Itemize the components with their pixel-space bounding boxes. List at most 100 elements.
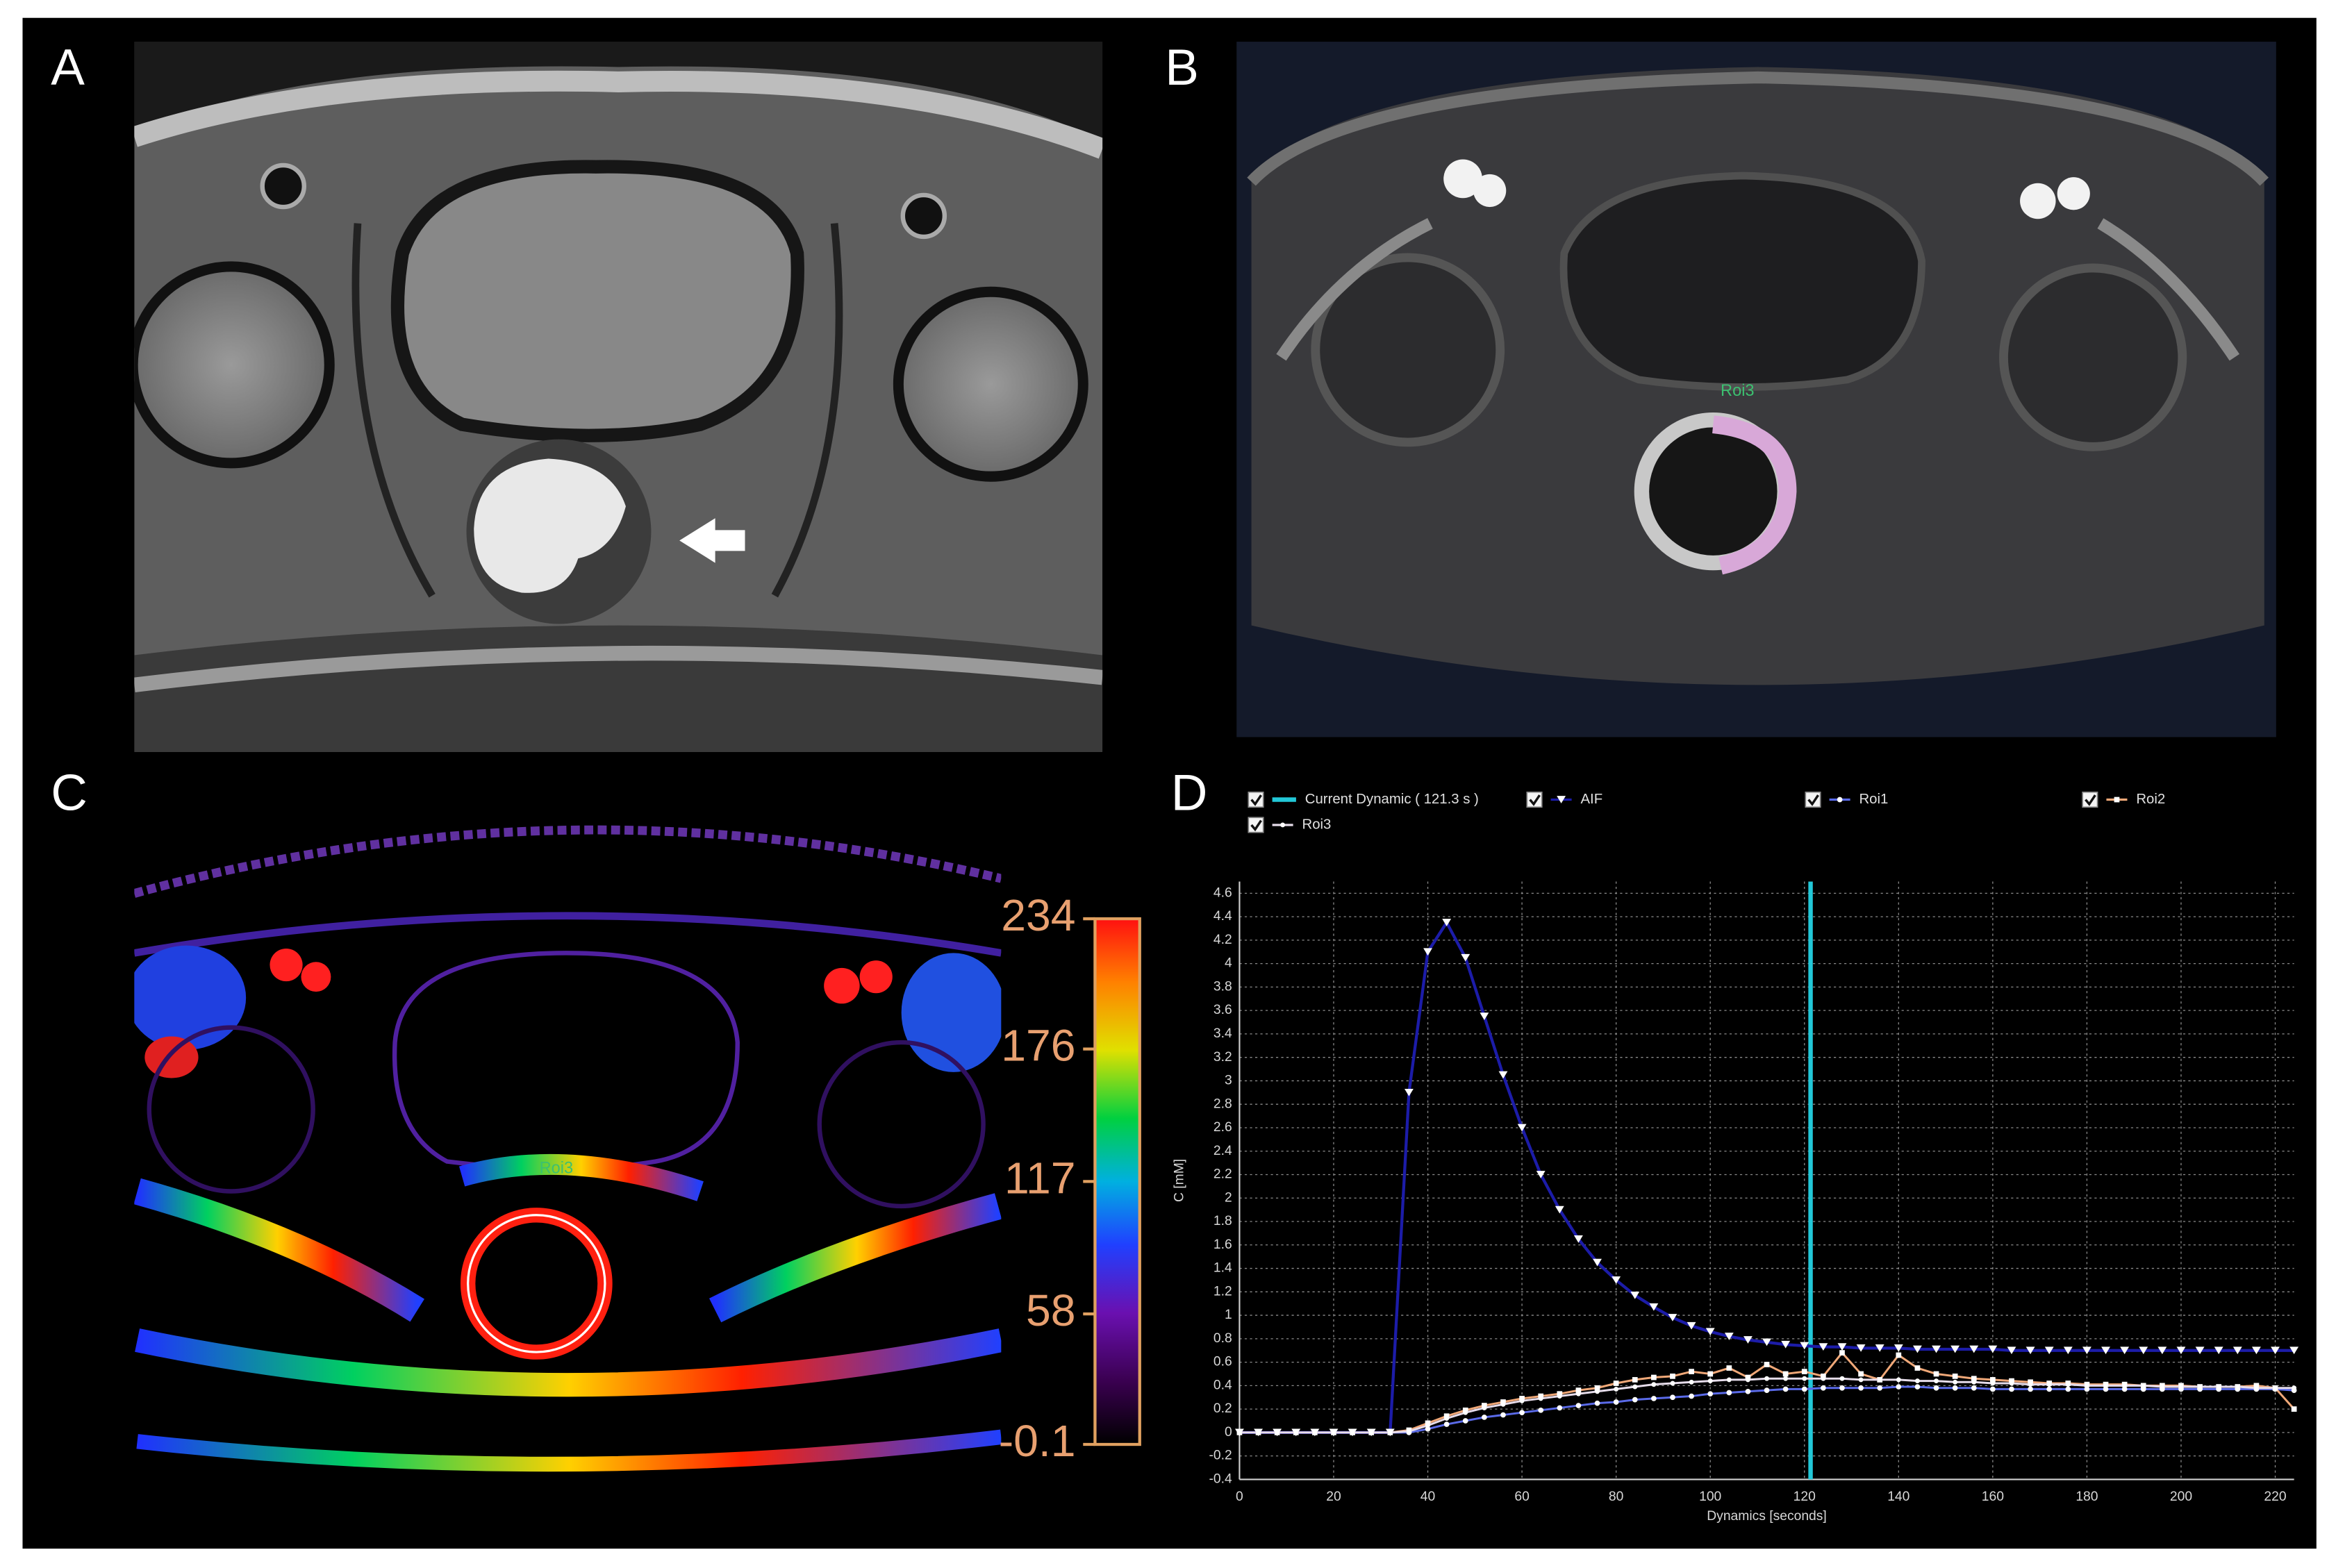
data-point: [2082, 1346, 2091, 1355]
y-tick-label: 1.4: [1213, 1261, 1232, 1276]
data-point: [1350, 1430, 1355, 1435]
data-point: [1953, 1379, 1958, 1385]
data-point: [1839, 1376, 1845, 1381]
data-point: [1614, 1386, 1619, 1392]
data-point: [1689, 1369, 1694, 1374]
data-point: [1651, 1382, 1657, 1387]
legend-label: Current Dynamic ( 121.3 s ): [1305, 792, 1479, 807]
y-tick-label: 0: [1225, 1425, 1232, 1440]
data-point: [1989, 1386, 1996, 1392]
data-point: [1425, 1423, 1430, 1428]
data-point: [1707, 1371, 1714, 1377]
data-point: [1914, 1384, 1921, 1390]
data-point: [1670, 1373, 1675, 1379]
data-point: [1443, 1421, 1450, 1427]
y-tick-label: 4.2: [1213, 933, 1232, 947]
y-tick-label: 3: [1225, 1074, 1232, 1088]
y-tick-label: -0.2: [1209, 1449, 1232, 1463]
y-tick-label: 2.4: [1213, 1144, 1232, 1158]
data-point: [1705, 1328, 1715, 1336]
colorbar-tick-label: -0.1: [999, 1416, 1076, 1466]
data-point: [2139, 1346, 2148, 1355]
data-point: [1745, 1377, 1750, 1383]
data-point: [2084, 1386, 2090, 1392]
data-point: [1500, 1412, 1506, 1418]
data-point: [2216, 1384, 2221, 1390]
data-point: [1952, 1385, 1958, 1391]
checkmark: [1250, 794, 1262, 806]
y-tick-label: 4.4: [1213, 909, 1232, 924]
data-point: [2233, 1346, 2242, 1355]
legend-marker: [1557, 796, 1566, 803]
data-point: [1612, 1276, 1621, 1284]
data-point: [1971, 1376, 1977, 1382]
data-point: [2122, 1383, 2128, 1388]
y-tick-label: 2.2: [1213, 1167, 1232, 1182]
data-point: [1858, 1371, 1864, 1377]
data-point: [1707, 1391, 1714, 1397]
data-point: [1689, 1379, 1694, 1385]
data-point: [1687, 1321, 1696, 1330]
data-point: [1575, 1387, 1582, 1393]
x-tick-label: 60: [1514, 1490, 1529, 1504]
data-point: [1555, 1206, 1564, 1214]
data-point: [1594, 1400, 1600, 1406]
y-tick-label: 3.4: [1213, 1026, 1232, 1041]
data-point: [1950, 1345, 1960, 1353]
data-point: [2065, 1386, 2071, 1392]
data-point: [2178, 1384, 2184, 1390]
data-point: [1632, 1377, 1638, 1383]
data-point: [1877, 1377, 1882, 1383]
data-point: [1912, 1345, 1922, 1353]
data-point: [1632, 1384, 1638, 1390]
data-point: [1819, 1343, 1828, 1351]
data-point: [1782, 1386, 1789, 1392]
data-point: [1557, 1394, 1562, 1399]
data-point: [1990, 1381, 1996, 1386]
x-tick-label: 180: [2076, 1490, 2098, 1504]
data-point: [1536, 1171, 1546, 1178]
data-point: [1877, 1385, 1883, 1391]
data-point: [1801, 1386, 1807, 1392]
data-point: [2197, 1384, 2203, 1390]
data-point: [1764, 1387, 1770, 1393]
data-point: [1839, 1350, 1845, 1356]
data-point: [2063, 1346, 2073, 1355]
checkmark: [2085, 794, 2096, 806]
checkmark: [1529, 794, 1541, 806]
data-point: [1482, 1415, 1487, 1420]
x-axis-label: Dynamics [seconds]: [1707, 1509, 1827, 1524]
data-point: [1461, 953, 1471, 962]
data-point: [1934, 1378, 1939, 1384]
data-point: [1387, 1430, 1393, 1435]
data-point: [1275, 1430, 1280, 1435]
data-point: [1594, 1385, 1600, 1391]
data-point: [1969, 1345, 1979, 1353]
data-point: [2103, 1383, 2108, 1388]
data-point: [1800, 1342, 1809, 1350]
data-point: [1482, 1406, 1487, 1410]
data-point: [1444, 1416, 1450, 1421]
data-point: [1764, 1362, 1770, 1367]
data-point: [1236, 1430, 1242, 1435]
data-point: [1557, 1405, 1563, 1411]
data-point: [1726, 1377, 1732, 1383]
data-point: [2007, 1346, 2016, 1355]
data-point: [1743, 1336, 1753, 1344]
data-point: [1724, 1333, 1734, 1340]
x-tick-label: 20: [1326, 1490, 1341, 1504]
colorbar-tick-label: 117: [1004, 1153, 1076, 1203]
x-tick-label: 200: [2170, 1490, 2192, 1504]
data-point: [1575, 1403, 1582, 1408]
data-point: [2046, 1386, 2053, 1392]
data-point: [1707, 1378, 1713, 1384]
data-point: [1573, 1235, 1583, 1243]
y-tick-label: 3.2: [1213, 1050, 1232, 1065]
data-point: [2101, 1346, 2110, 1355]
data-point: [1651, 1374, 1657, 1381]
x-tick-label: 80: [1609, 1490, 1623, 1504]
data-point: [1256, 1430, 1261, 1435]
y-tick-label: 4: [1225, 956, 1232, 971]
data-point: [1480, 1012, 1489, 1020]
data-point: [1821, 1376, 1826, 1381]
